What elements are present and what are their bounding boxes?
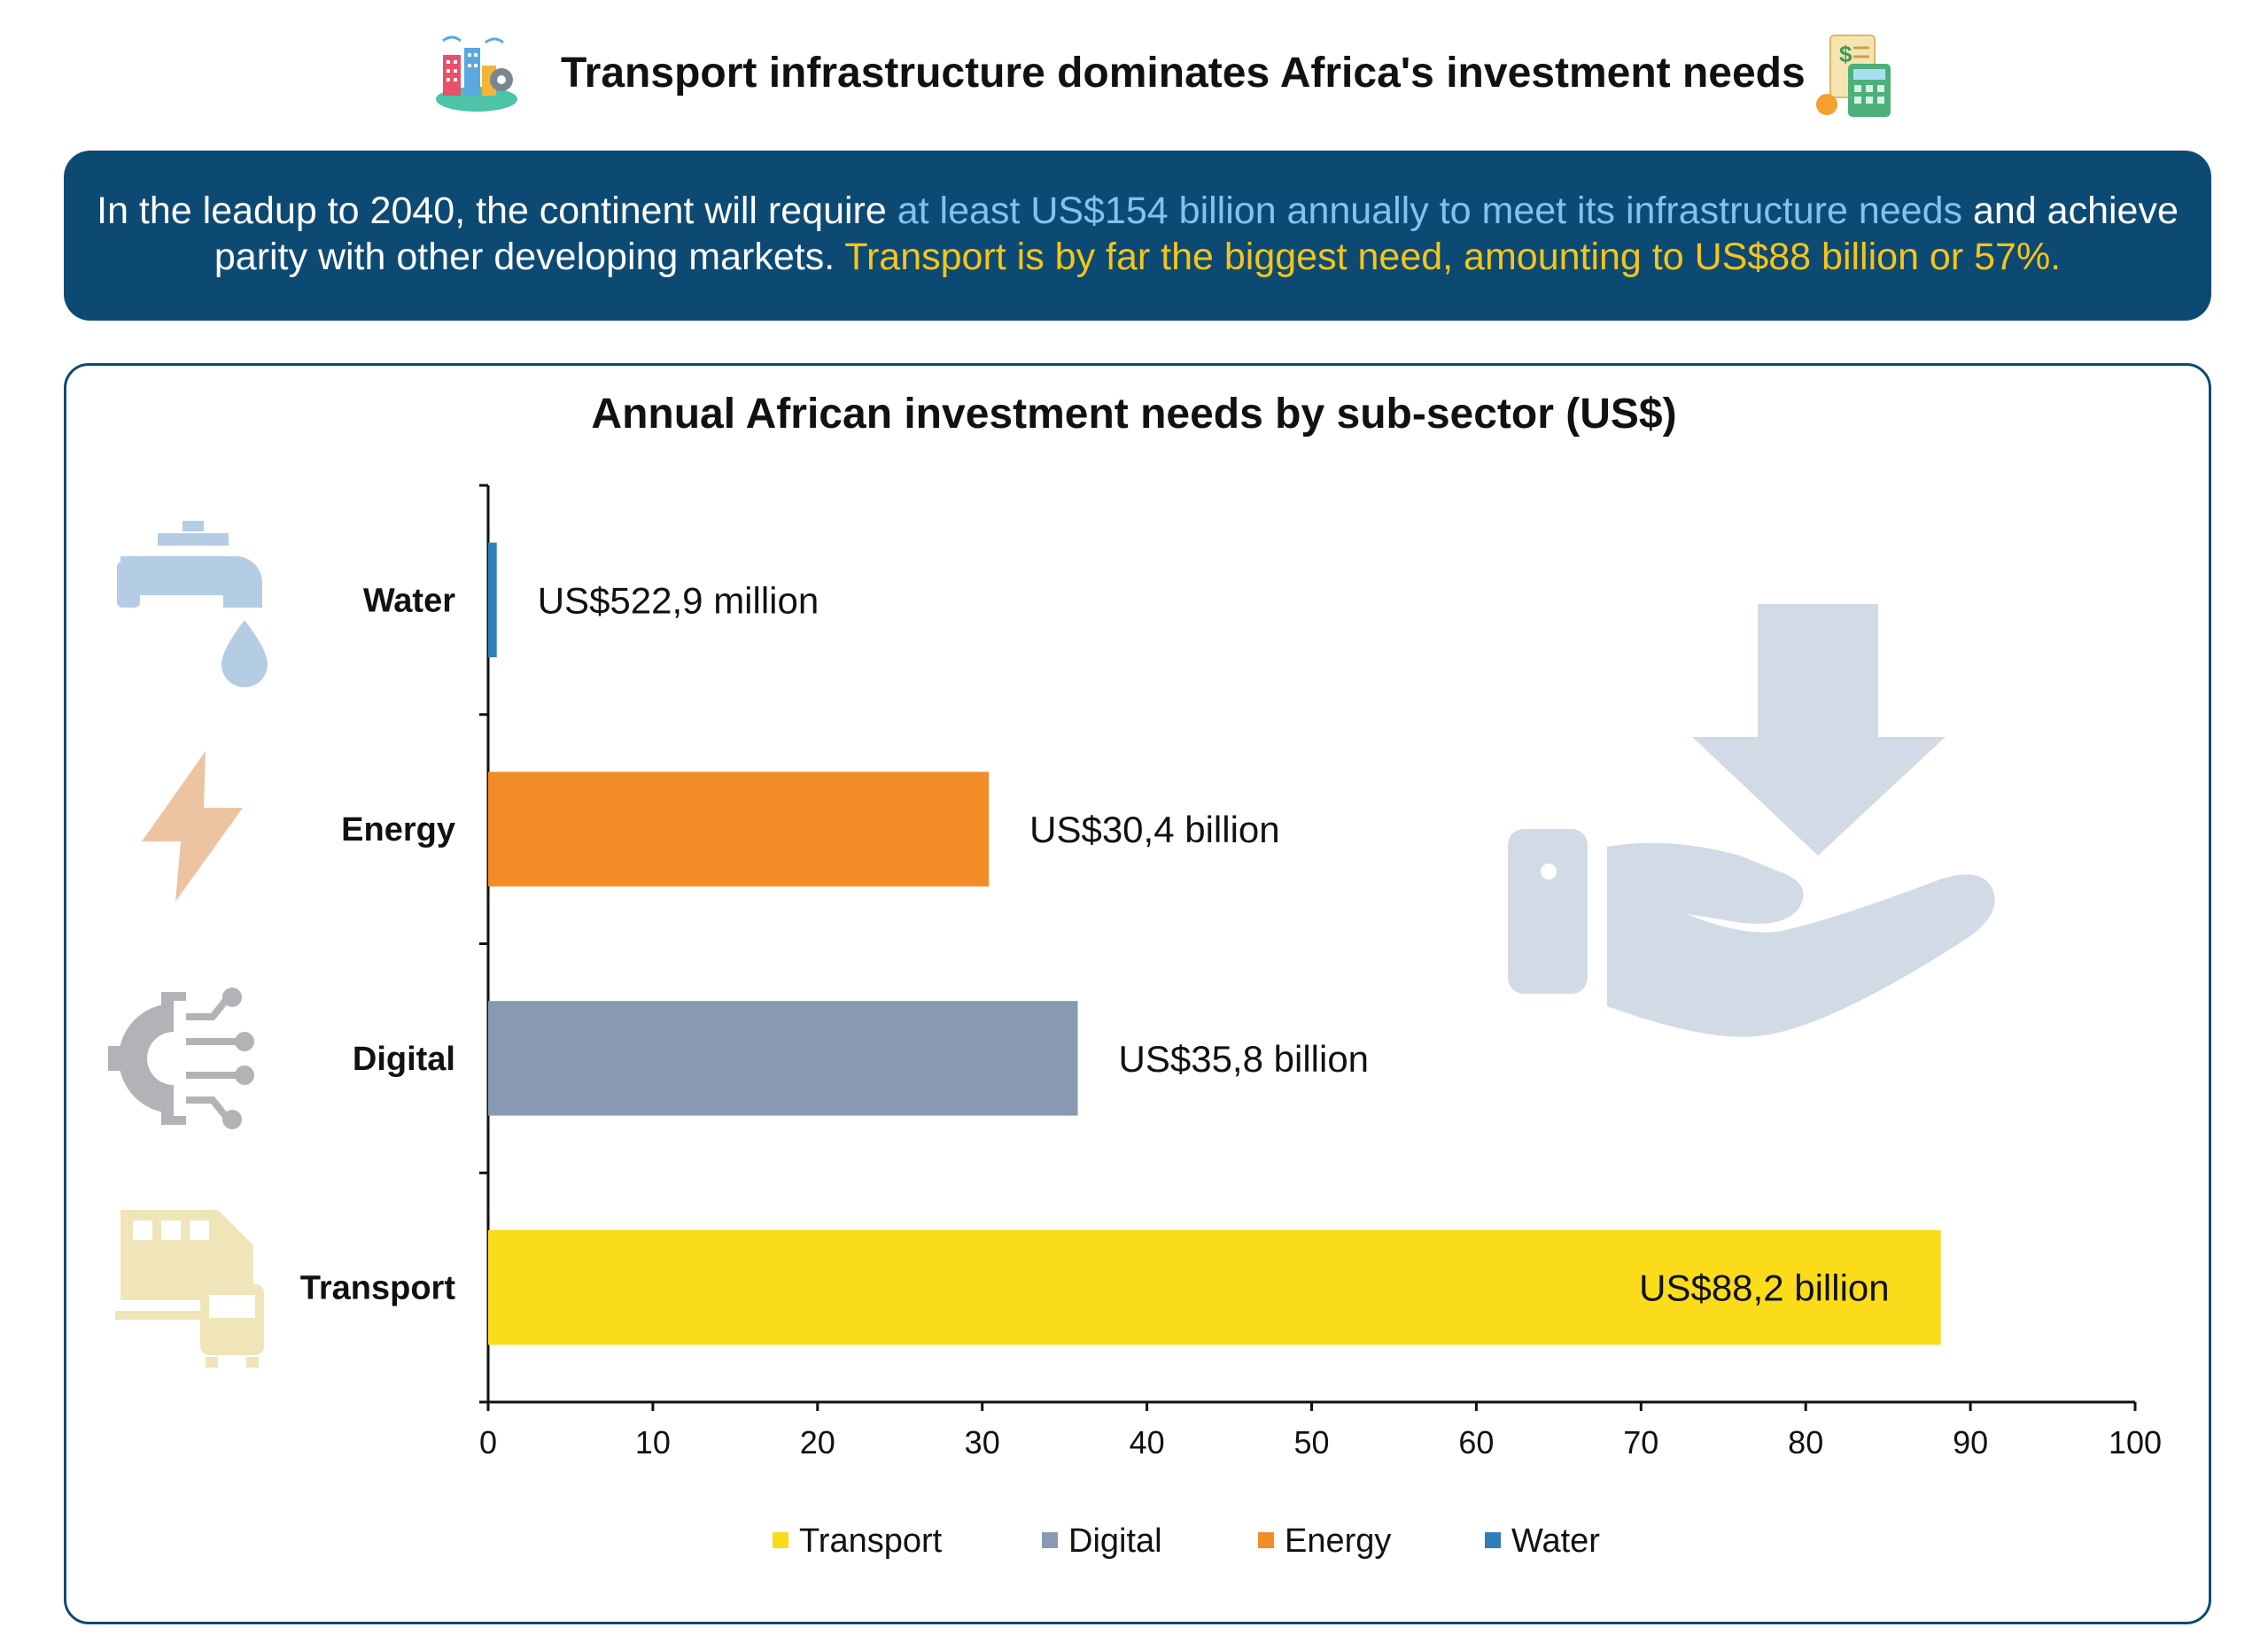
hand-receiving-money-icon — [1508, 604, 1995, 1037]
bar-water — [488, 542, 497, 658]
smart-city-icon — [436, 35, 517, 112]
banner-highlight-total: at least US$154 billion annually to meet… — [897, 190, 1963, 232]
x-tick-label: 70 — [1623, 1424, 1658, 1461]
legend-label: Transport — [799, 1523, 943, 1560]
x-tick-label: 100 — [2109, 1424, 2162, 1461]
bar-transport — [488, 1229, 1941, 1345]
data-label: US$88,2 billion — [1639, 1267, 1890, 1309]
bar-digital — [488, 1001, 1078, 1116]
category-label: Transport — [300, 1270, 456, 1307]
banner-highlight-transport: Transport is by far the biggest need, am… — [844, 236, 2062, 278]
legend-label: Water — [1511, 1523, 1600, 1560]
category-label: Water — [363, 582, 455, 619]
x-tick-label: 0 — [479, 1424, 497, 1461]
x-tick-label: 60 — [1458, 1424, 1494, 1461]
chart-panel — [64, 363, 2211, 1624]
banner-text-part2: and achieve parity with other developing… — [214, 190, 2179, 278]
category-label: Energy — [341, 811, 455, 848]
digital-gear-icon — [108, 988, 254, 1129]
x-tick-label: 20 — [800, 1424, 835, 1461]
x-tick-label: 50 — [1293, 1424, 1329, 1461]
legend-label: Digital — [1068, 1523, 1162, 1560]
x-tick-label: 80 — [1788, 1424, 1823, 1461]
svg-text:$: $ — [1839, 41, 1852, 67]
data-label: US$522,9 million — [538, 579, 819, 621]
x-tick-label: 10 — [635, 1424, 671, 1461]
budget-calculator-icon: $ — [1816, 35, 1891, 117]
header: Transport infrastructure dominates Afric… — [0, 0, 2268, 151]
x-tick-label: 40 — [1130, 1424, 1165, 1461]
water-tap-icon — [117, 521, 268, 687]
chart-title: Annual African investment needs by sub-s… — [591, 391, 1677, 438]
legend-swatch — [773, 1532, 788, 1548]
lightning-bolt-icon — [142, 751, 243, 902]
x-tick-label: 90 — [1953, 1424, 1988, 1461]
data-label: US$30,4 billion — [1029, 809, 1280, 850]
x-tick-label: 30 — [965, 1424, 1000, 1461]
legend-label: Energy — [1285, 1523, 1391, 1560]
legend-swatch — [1258, 1532, 1274, 1548]
legend-swatch — [1042, 1532, 1058, 1548]
banner-text-part1: In the leadup to 2040, the continent wil… — [97, 190, 897, 232]
bar-energy — [488, 771, 990, 887]
summary-banner: In the leadup to 2040, the continent wil… — [64, 151, 2211, 321]
category-label: Digital — [353, 1041, 455, 1078]
data-label: US$35,8 billion — [1119, 1038, 1370, 1080]
train-bus-icon — [115, 1210, 264, 1368]
page-title: Transport infrastructure dominates Afric… — [561, 50, 1806, 97]
legend-swatch — [1485, 1532, 1501, 1548]
